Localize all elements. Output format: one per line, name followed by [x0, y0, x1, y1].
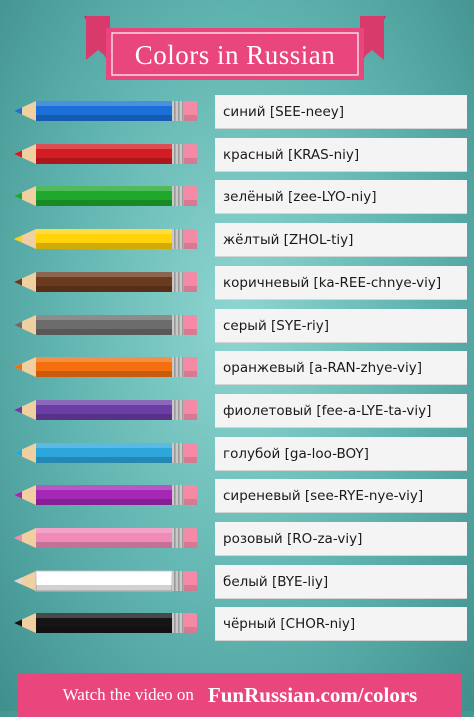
color-label-box: жёлтый [ZHOL-tiy]: [215, 223, 467, 257]
color-label: серый [SYE-riy]: [223, 317, 330, 334]
color-label: красный [KRAS-niy]: [223, 146, 360, 163]
color-row: сиреневый [see-RYE-nye-viy]: [0, 479, 474, 513]
color-label: синий [SEE-neey]: [223, 103, 345, 120]
color-row: фиолетовый [fee-a-LYE-ta-viy]: [0, 394, 474, 428]
color-label: оранжевый [a-RAN-zhye-viy]: [223, 359, 422, 376]
color-label: коричневый [ka-REE-chnye-viy]: [223, 274, 442, 291]
color-label-box: фиолетовый [fee-a-LYE-ta-viy]: [215, 394, 467, 428]
pencil-icon: [14, 357, 197, 377]
color-row: синий [SEE-neey]: [0, 95, 474, 129]
pencil-icon: [14, 144, 197, 164]
color-label: жёлтый [ZHOL-tiy]: [223, 231, 354, 248]
footer-site-link[interactable]: FunRussian.com/colors: [207, 682, 418, 707]
color-label: фиолетовый [fee-a-LYE-ta-viy]: [223, 402, 432, 419]
color-label-box: чёрный [CHOR-niy]: [215, 607, 467, 641]
color-row: коричневый [ka-REE-chnye-viy]: [0, 266, 474, 300]
color-row: белый [BYE-liy]: [0, 565, 474, 599]
color-label: чёрный [CHOR-niy]: [223, 615, 356, 632]
color-row: серый [SYE-riy]: [0, 309, 474, 343]
color-row: чёрный [CHOR-niy]: [0, 607, 474, 641]
pencil-icon: [14, 570, 197, 592]
color-label: белый [BYE-liy]: [223, 573, 329, 590]
color-label-box: серый [SYE-riy]: [215, 309, 467, 343]
color-label: голубой [ga-loo-BOY]: [223, 445, 369, 462]
color-label-box: сиреневый [see-RYE-nye-viy]: [215, 479, 467, 513]
color-label-box: белый [BYE-liy]: [215, 565, 467, 599]
color-row: голубой [ga-loo-BOY]: [0, 437, 474, 471]
color-row: розовый [RO-za-viy]: [0, 522, 474, 556]
footer-cta[interactable]: Watch the video on FunRussian.com/colors: [18, 673, 462, 717]
footer-watch-text: Watch the video on: [62, 685, 194, 704]
pencil-icon: [14, 101, 197, 121]
pencil-icon: [14, 272, 197, 292]
color-label-box: оранжевый [a-RAN-zhye-viy]: [215, 351, 467, 385]
title-banner: Colors in Russian: [82, 12, 388, 82]
color-label: сиреневый [see-RYE-nye-viy]: [223, 487, 424, 504]
color-label-box: розовый [RO-za-viy]: [215, 522, 467, 556]
color-label-box: зелёный [zee-LYO-niy]: [215, 180, 467, 214]
page-title: Colors in Russian: [134, 39, 336, 70]
pencil-icon: [14, 485, 197, 505]
pencil-icon: [14, 186, 197, 206]
pencil-icon: [14, 315, 197, 335]
color-row: красный [KRAS-niy]: [0, 138, 474, 172]
color-row: жёлтый [ZHOL-tiy]: [0, 223, 474, 257]
pencil-icon: [14, 613, 197, 633]
pencil-icon: [14, 229, 197, 249]
color-row: оранжевый [a-RAN-zhye-viy]: [0, 351, 474, 385]
color-label: зелёный [zee-LYO-niy]: [223, 188, 377, 205]
color-label-box: синий [SEE-neey]: [215, 95, 467, 129]
color-label-box: голубой [ga-loo-BOY]: [215, 437, 467, 471]
color-label: розовый [RO-za-viy]: [223, 530, 363, 547]
pencil-icon: [14, 400, 197, 420]
pencil-icon: [14, 528, 197, 548]
color-label-box: коричневый [ka-REE-chnye-viy]: [215, 266, 467, 300]
ribbon-graphic: [84, 16, 386, 80]
pencil-icon: [14, 443, 197, 463]
color-row: зелёный [zee-LYO-niy]: [0, 180, 474, 214]
color-label-box: красный [KRAS-niy]: [215, 138, 467, 172]
